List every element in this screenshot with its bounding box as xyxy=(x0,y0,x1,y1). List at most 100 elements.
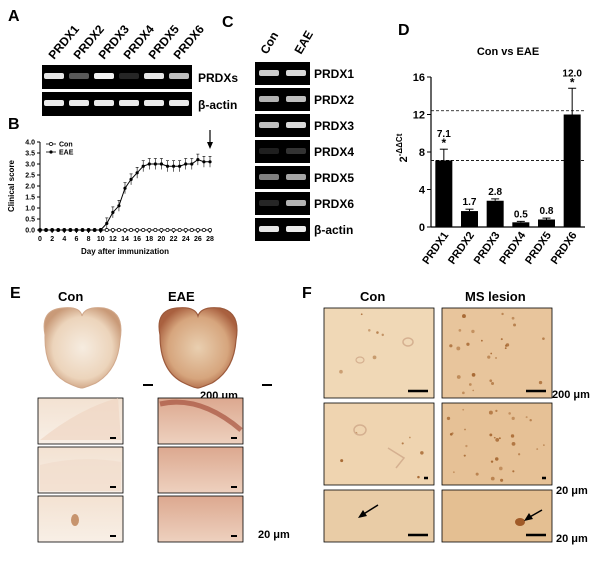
d-ytick-label: 16 xyxy=(413,72,425,84)
panel-a-letter: A xyxy=(8,8,20,25)
b-point-con xyxy=(177,228,182,232)
gel-c-lane-label: EAE xyxy=(291,28,315,56)
gel-a-band xyxy=(119,73,139,79)
gel-a-actin-band xyxy=(169,100,189,106)
gel-c-band-eae xyxy=(286,226,306,232)
b-point-eae xyxy=(80,228,85,232)
b-ytick-label: 2.5 xyxy=(25,173,35,180)
d-bar xyxy=(461,211,478,227)
b-ytick-label: 1.0 xyxy=(25,206,35,213)
b-ytick-label: 3.0 xyxy=(25,162,35,169)
d-ytick-label: 12 xyxy=(413,110,425,122)
gel-c-row-label: PRDX1 xyxy=(314,67,354,81)
b-legend-eae: EAE xyxy=(59,150,74,157)
e-con-mag-3 xyxy=(37,495,124,543)
b-point-con xyxy=(116,228,121,232)
b-xtick-label: 18 xyxy=(145,236,153,243)
b-ylabel: Clinical score xyxy=(7,159,16,212)
e-eae-mag-2 xyxy=(157,446,244,494)
gel-c-band-con xyxy=(259,226,279,232)
gel-c-band-eae xyxy=(286,174,306,180)
b-point-eae xyxy=(62,228,66,232)
panel-d-letter: D xyxy=(398,22,410,39)
b-point-eae xyxy=(165,164,170,168)
f-con-mid xyxy=(323,402,435,486)
gel-a-prdx-row xyxy=(42,65,192,89)
f-con-high xyxy=(323,489,435,543)
gel-c-row xyxy=(255,192,310,215)
b-xtick-label: 22 xyxy=(170,236,178,243)
d-data-label: 1.7 xyxy=(463,197,477,208)
d-title: Con vs EAE xyxy=(477,46,539,58)
gel-c-row-label: β-actin xyxy=(314,223,353,237)
b-xtick-label: 24 xyxy=(182,236,190,243)
d-bar xyxy=(538,219,555,227)
gel-c-band-con xyxy=(259,70,279,76)
b-point-eae xyxy=(38,228,42,232)
gel-c-row xyxy=(255,218,310,241)
b-point-con xyxy=(110,228,115,232)
panel-f-scale-large: 200 μm xyxy=(552,389,590,401)
d-ytick-label: 8 xyxy=(419,147,425,159)
b-xlabel: Day after immunization xyxy=(81,247,169,256)
gel-c-band-eae xyxy=(286,200,306,206)
gel-c-band-con xyxy=(259,174,279,180)
f-ms-low xyxy=(441,307,553,399)
d-data-label: 7.1 xyxy=(437,129,451,140)
d-data-label: 0.8 xyxy=(540,206,554,217)
b-point-eae xyxy=(184,162,188,166)
gel-c-row-label: PRDX4 xyxy=(314,145,354,159)
panel-e-micrographs: Con EAE 200 μm 20 μm xyxy=(37,289,290,543)
b-point-eae xyxy=(117,204,121,208)
b-xtick-label: 8 xyxy=(87,236,91,243)
gel-a-band xyxy=(144,73,164,79)
gel-a-row-label: PRDXs xyxy=(198,71,238,85)
gel-c-row-label: PRDX5 xyxy=(314,171,354,185)
b-xtick-label: 0 xyxy=(38,236,42,243)
gel-c-band-con xyxy=(259,122,279,128)
b-xtick-label: 20 xyxy=(158,236,166,243)
b-xtick-label: 10 xyxy=(97,236,105,243)
b-point-eae xyxy=(56,228,60,232)
panel-b-letter: B xyxy=(8,116,20,133)
panel-f-micrographs: Con MS lesion 200 μm 20 μm 20 xyxy=(323,289,590,545)
f-con-arrow xyxy=(358,504,379,518)
panel-e-col-con: Con xyxy=(58,289,83,304)
b-point-eae xyxy=(190,162,194,166)
d-data-label: 12.0 xyxy=(562,68,582,79)
gel-c-row-label: PRDX3 xyxy=(314,119,354,133)
panel-f-col-con: Con xyxy=(360,289,385,304)
gel-a-band xyxy=(169,73,189,79)
b-point-eae xyxy=(135,171,139,175)
b-point-eae xyxy=(147,162,151,166)
gel-c-band-eae xyxy=(286,148,306,154)
spinal-cord-eae xyxy=(158,307,238,389)
gel-c-lane-label: Con xyxy=(257,29,281,56)
b-point-con xyxy=(141,228,146,232)
d-bar xyxy=(435,160,453,227)
b-ytick-label: 3.5 xyxy=(25,151,35,158)
d-ytick-label: 0 xyxy=(419,222,425,234)
gel-c-row-label: PRDX6 xyxy=(314,197,354,211)
gel-c-row xyxy=(255,140,310,163)
d-data-label: 2.8 xyxy=(488,187,502,198)
panel-f-scale-mid: 20 μm xyxy=(556,485,588,497)
panel-c-letter: C xyxy=(222,14,234,31)
b-point-con xyxy=(129,228,134,232)
gel-c-band-eae xyxy=(286,96,306,102)
b-point-con xyxy=(165,228,170,232)
b-point-eae xyxy=(208,160,212,164)
e-eae-mag-3 xyxy=(157,495,244,543)
b-point-eae xyxy=(178,164,182,168)
gel-c-band-eae xyxy=(286,70,306,76)
panel-f-col-ms: MS lesion xyxy=(465,289,526,304)
b-point-eae xyxy=(44,228,48,232)
b-point-eae xyxy=(86,228,91,232)
f-ms-stained-cell xyxy=(515,518,525,526)
gel-c-band-con xyxy=(259,200,279,206)
b-point-con xyxy=(123,228,127,232)
b-point-eae xyxy=(202,160,206,164)
b-xtick-label: 26 xyxy=(194,236,202,243)
